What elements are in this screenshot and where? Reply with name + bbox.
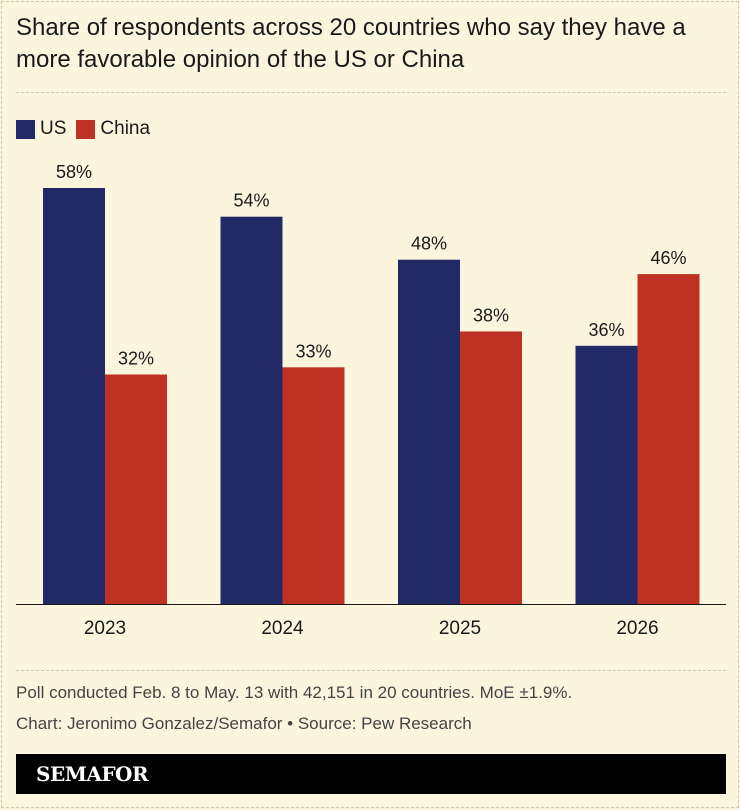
x-tick-label-2023: 2023 — [84, 618, 126, 639]
credit-line: Chart: Jeronimo Gonzalez/Semafor • Sourc… — [16, 714, 472, 733]
x-tick-label-2026: 2026 — [616, 618, 658, 639]
bar-us-2023 — [43, 188, 105, 604]
footer-divider — [16, 670, 726, 671]
legend-label-china: China — [100, 118, 151, 139]
data-label-china-2024: 33% — [295, 341, 331, 361]
bar-us-2025 — [398, 259, 460, 604]
legend-item-china: China — [76, 118, 150, 140]
footnote: Poll conducted Feb. 8 to May. 13 with 42… — [16, 683, 573, 702]
bar-china-2025 — [460, 331, 522, 604]
data-label-us-2025: 48% — [411, 234, 447, 254]
x-tick-label-2024: 2024 — [261, 618, 304, 639]
x-tick-label-2025: 2025 — [439, 618, 481, 639]
legend-swatch-us — [16, 119, 35, 139]
chart-title: Share of respondents across 20 countries… — [16, 14, 686, 73]
legend-item-us: US — [16, 118, 66, 140]
data-label-china-2023: 32% — [118, 348, 154, 368]
data-label-us-2026: 36% — [588, 320, 624, 340]
legend-label-us: US — [40, 118, 67, 139]
bar-china-2024 — [282, 367, 345, 604]
data-label-china-2025: 38% — [473, 305, 509, 325]
data-label-china-2026: 46% — [650, 248, 686, 268]
brand-bar: SEMAFOR — [16, 754, 726, 794]
bar-us-2024 — [220, 216, 283, 605]
title-divider — [16, 92, 726, 93]
data-label-us-2024: 54% — [233, 191, 269, 211]
bar-china-2026 — [637, 274, 700, 604]
bar-china-2023 — [105, 374, 167, 604]
bar-chart: 58% 32% 2023 54% 33% 2024 48% 38% 2025 36% 46% 2026 — [16, 162, 726, 639]
data-label-us-2023: 58% — [56, 162, 92, 182]
legend-swatch-china — [76, 119, 96, 139]
semafor-logo: SEMAFOR — [36, 762, 149, 786]
bar-us-2026 — [575, 345, 638, 604]
legend: US China — [16, 118, 150, 140]
